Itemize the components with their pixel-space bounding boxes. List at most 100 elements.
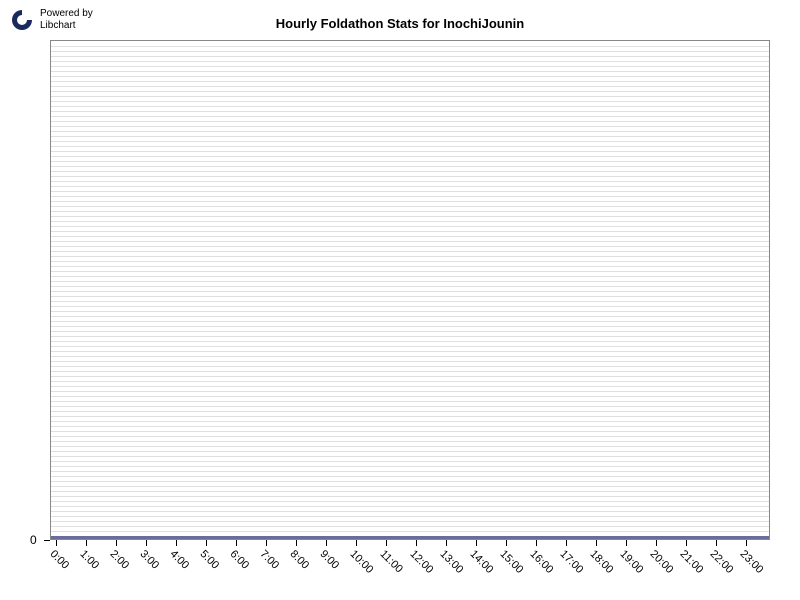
x-tick-label: 8:00	[288, 548, 312, 572]
gridline	[51, 176, 769, 177]
gridline	[51, 336, 769, 337]
gridline	[51, 261, 769, 262]
gridline	[51, 426, 769, 427]
gridline	[51, 266, 769, 267]
gridline	[51, 231, 769, 232]
gridline	[51, 511, 769, 512]
gridline	[51, 161, 769, 162]
x-tick-label: 5:00	[198, 548, 222, 572]
gridline	[51, 251, 769, 252]
gridline	[51, 191, 769, 192]
x-tick-label: 7:00	[258, 548, 282, 572]
gridline	[51, 221, 769, 222]
x-tick-label: 15:00	[498, 548, 526, 576]
x-tick-label: 9:00	[318, 548, 342, 572]
gridline	[51, 111, 769, 112]
x-tick-label: 19:00	[618, 548, 646, 576]
x-tick-label: 0:00	[48, 548, 72, 572]
gridline	[51, 306, 769, 307]
gridline	[51, 141, 769, 142]
gridline	[51, 476, 769, 477]
x-tick-mark	[536, 540, 537, 546]
x-tick-label: 20:00	[648, 548, 676, 576]
gridline	[51, 456, 769, 457]
x-tick-label: 23:00	[738, 548, 766, 576]
gridline	[51, 236, 769, 237]
x-tick-mark	[236, 540, 237, 546]
x-tick-mark	[176, 540, 177, 546]
gridline	[51, 461, 769, 462]
gridline	[51, 316, 769, 317]
gridline	[51, 81, 769, 82]
gridline	[51, 466, 769, 467]
x-tick-mark	[416, 540, 417, 546]
gridline	[51, 61, 769, 62]
gridline	[51, 516, 769, 517]
gridline	[51, 356, 769, 357]
x-tick-label: 2:00	[108, 548, 132, 572]
x-tick-mark	[506, 540, 507, 546]
x-tick-mark	[146, 540, 147, 546]
gridline	[51, 281, 769, 282]
gridline	[51, 501, 769, 502]
gridline	[51, 66, 769, 67]
gridline	[51, 181, 769, 182]
gridline	[51, 386, 769, 387]
x-tick-mark	[446, 540, 447, 546]
x-tick-mark	[596, 540, 597, 546]
gridline	[51, 521, 769, 522]
x-tick-mark	[296, 540, 297, 546]
gridline	[51, 301, 769, 302]
x-tick-mark	[116, 540, 117, 546]
x-tick-mark	[386, 540, 387, 546]
gridline	[51, 296, 769, 297]
gridline	[51, 186, 769, 187]
gridline	[51, 146, 769, 147]
gridline	[51, 411, 769, 412]
gridline	[51, 416, 769, 417]
gridline	[51, 381, 769, 382]
x-tick-label: 12:00	[408, 548, 436, 576]
x-tick-label: 18:00	[588, 548, 616, 576]
gridline	[51, 506, 769, 507]
chart-title: Hourly Foldathon Stats for InochiJounin	[0, 16, 800, 31]
gridline	[51, 131, 769, 132]
gridline	[51, 106, 769, 107]
gridline	[51, 286, 769, 287]
plot-area	[50, 40, 770, 540]
x-tick-label: 6:00	[228, 548, 252, 572]
x-tick-label: 4:00	[168, 548, 192, 572]
gridline	[51, 71, 769, 72]
gridline	[51, 96, 769, 97]
gridline	[51, 136, 769, 137]
gridline	[51, 86, 769, 87]
x-tick-mark	[656, 540, 657, 546]
gridline	[51, 346, 769, 347]
y-tick-label: 0	[30, 533, 37, 547]
gridline	[51, 326, 769, 327]
x-tick-mark	[716, 540, 717, 546]
gridline	[51, 431, 769, 432]
x-tick-label: 1:00	[78, 548, 102, 572]
gridline	[51, 481, 769, 482]
x-tick-label: 10:00	[348, 548, 376, 576]
gridline	[51, 166, 769, 167]
gridline	[51, 121, 769, 122]
x-tick-label: 22:00	[708, 548, 736, 576]
gridline	[51, 241, 769, 242]
gridline	[51, 76, 769, 77]
x-tick-mark	[326, 540, 327, 546]
gridline	[51, 56, 769, 57]
gridline	[51, 271, 769, 272]
gridline	[51, 171, 769, 172]
gridline	[51, 491, 769, 492]
gridline	[51, 451, 769, 452]
gridline	[51, 206, 769, 207]
x-tick-label: 14:00	[468, 548, 496, 576]
gridline	[51, 446, 769, 447]
gridline	[51, 91, 769, 92]
zero-baseline	[51, 536, 769, 539]
gridline	[51, 226, 769, 227]
gridline	[51, 371, 769, 372]
gridline	[51, 211, 769, 212]
